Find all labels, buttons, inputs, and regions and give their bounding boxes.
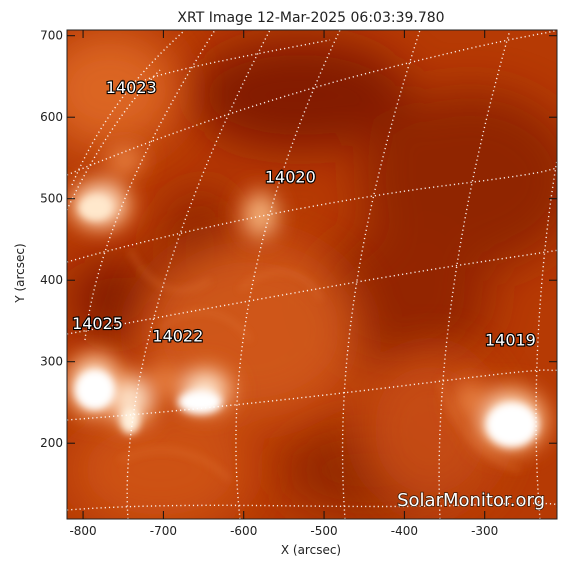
x-axis-ticks: -800 -700 -600 -500 -400 -300 (69, 30, 498, 538)
region-label-14022: 14022 (152, 326, 203, 345)
heliographic-grid (67, 30, 557, 519)
y-tick-label: 200 (40, 436, 63, 450)
y-axis-label: Y (arcsec) (13, 243, 27, 303)
region-label-14025: 14025 (72, 314, 123, 333)
y-tick-label: 600 (40, 110, 63, 124)
y-axis-ticks: 200 300 400 500 600 700 (40, 29, 557, 450)
image-title: XRT Image 12-Mar-2025 06:03:39.780 (177, 10, 444, 26)
x-tick-label: -700 (150, 524, 177, 538)
y-tick-label: 300 (40, 355, 63, 369)
x-tick-label: -300 (471, 524, 498, 538)
y-tick-label: 500 (40, 192, 63, 206)
x-axis-label: X (arcsec) (281, 543, 341, 557)
y-tick-label: 400 (40, 273, 63, 287)
region-label-14019: 14019 (485, 330, 536, 349)
region-label-14020: 14020 (265, 167, 316, 186)
region-label-14023: 14023 (106, 78, 157, 97)
watermark: SolarMonitor.org (397, 490, 545, 511)
y-tick-label: 700 (40, 29, 63, 43)
x-tick-label: -600 (230, 524, 257, 538)
x-tick-label: -800 (69, 524, 96, 538)
region-labels: 14023 14020 14025 14022 14019 (71, 77, 537, 351)
xrt-image (67, 30, 557, 519)
plot-frame (66, 29, 558, 520)
x-tick-label: -400 (391, 524, 418, 538)
x-tick-label: -500 (310, 524, 337, 538)
